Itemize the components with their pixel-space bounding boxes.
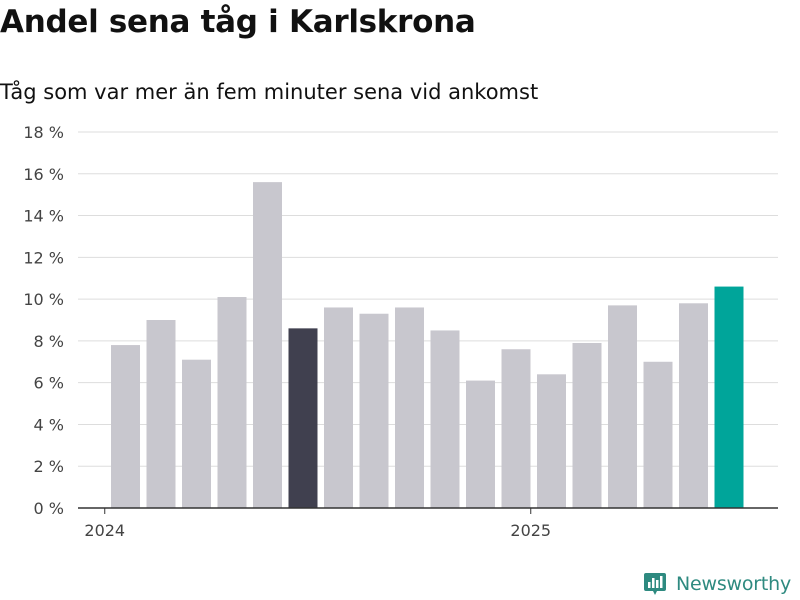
y-tick-label: 10 % bbox=[23, 290, 64, 309]
bar bbox=[643, 361, 673, 508]
chart-subtitle: Tåg som var mer än fem minuter sena vid … bbox=[0, 80, 539, 104]
x-tick-label: 2024 bbox=[84, 521, 125, 540]
chart-title: Andel sena tåg i Karlskrona bbox=[0, 4, 476, 40]
bar-chart: 0 % 2 % 4 % 6 % 8 % 10 % 12 % 14 % 16 % 18 % 2024… bbox=[23, 123, 778, 540]
bar bbox=[537, 374, 566, 508]
bar bbox=[217, 297, 247, 508]
bar bbox=[253, 182, 282, 508]
bar bbox=[288, 328, 318, 508]
bar bbox=[679, 303, 708, 508]
gridlines bbox=[78, 131, 778, 467]
y-tick-label: 16 % bbox=[23, 165, 64, 184]
brand-name: Newsworthy bbox=[676, 573, 792, 595]
bars bbox=[111, 182, 744, 508]
bar bbox=[324, 307, 353, 508]
y-tick-label: 14 % bbox=[23, 207, 64, 226]
bar bbox=[359, 313, 389, 508]
brand-logo: Newsworthy bbox=[643, 568, 791, 600]
bar bbox=[608, 305, 637, 508]
newsworthy-logo-icon bbox=[644, 573, 666, 595]
x-tick-label: 2025 bbox=[510, 521, 551, 540]
x-axis: 2024 2025 bbox=[78, 507, 778, 540]
y-tick-label: 4 % bbox=[34, 415, 64, 434]
bar bbox=[572, 342, 602, 508]
y-tick-label: 18 % bbox=[23, 123, 64, 142]
y-tick-label: 8 % bbox=[34, 332, 64, 351]
y-tick-label: 2 % bbox=[34, 457, 64, 476]
bar bbox=[111, 345, 140, 508]
bar bbox=[182, 359, 211, 508]
bar bbox=[714, 286, 744, 508]
y-tick-label: 0 % bbox=[34, 499, 64, 518]
y-tick-label: 12 % bbox=[23, 248, 64, 267]
bar bbox=[430, 330, 460, 508]
bar bbox=[146, 320, 176, 508]
bar bbox=[466, 380, 495, 508]
y-axis-labels: 0 % 2 % 4 % 6 % 8 % 10 % 12 % 14 % 16 % 18 % bbox=[23, 123, 64, 518]
bar bbox=[395, 307, 424, 508]
bar bbox=[501, 349, 531, 508]
y-tick-label: 6 % bbox=[34, 374, 64, 393]
